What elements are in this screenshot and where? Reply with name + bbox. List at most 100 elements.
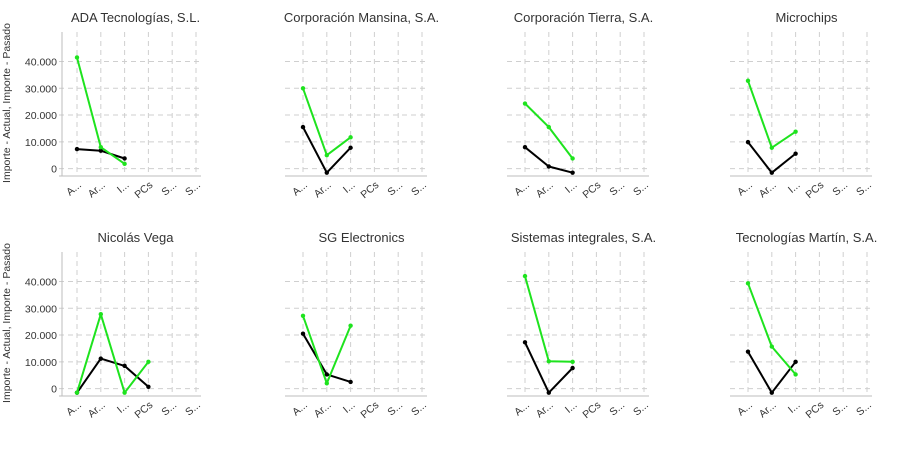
x-tick-label: S... [183, 179, 203, 198]
x-tick-label: S... [159, 179, 179, 198]
data-point [300, 124, 306, 130]
y-tick-label: 20.000 [25, 330, 57, 342]
panel-title: Tecnologías Martín, S.A. [736, 230, 878, 245]
data-point [745, 281, 751, 286]
panel-title: Corporación Mansina, S.A. [284, 10, 439, 25]
x-tick-label: PCs [132, 179, 155, 201]
x-tick-label: A... [290, 399, 310, 418]
x-tick-label: Ar... [534, 399, 556, 420]
x-tick-label: S... [159, 399, 179, 418]
data-point [769, 344, 774, 349]
x-tick-label: A... [735, 179, 755, 198]
data-point [570, 359, 575, 365]
x-tick-label: I... [786, 179, 803, 196]
x-tick-label: S... [409, 179, 429, 198]
data-point [522, 101, 528, 106]
data-point [146, 384, 151, 389]
data-point [300, 86, 306, 91]
data-point [348, 379, 353, 385]
y-tick-label: 0 [51, 384, 57, 396]
data-point [98, 145, 104, 150]
y-tick-label: 20.000 [25, 110, 57, 122]
x-tick-label: S... [830, 399, 850, 418]
x-tick-label: Ar... [86, 399, 108, 420]
data-point [98, 356, 104, 361]
x-tick-label: S... [854, 399, 874, 418]
x-tick-label: I... [341, 179, 358, 196]
x-tick-label: A... [735, 399, 755, 418]
data-point [348, 145, 353, 150]
data-point [745, 78, 751, 83]
data-point [122, 390, 127, 395]
x-tick-label: PCs [358, 399, 381, 421]
data-point [546, 390, 551, 395]
y-tick-label: 40.000 [25, 276, 57, 288]
y-tick-label: 40.000 [25, 56, 57, 68]
panel-title: Nicolás Vega [98, 230, 175, 245]
data-point [793, 359, 798, 365]
data-point [793, 129, 798, 134]
panel-title: Sistemas integrales, S.A. [511, 230, 656, 245]
data-point [522, 340, 528, 345]
x-tick-label: PCs [358, 179, 381, 201]
x-tick-label: S... [183, 399, 203, 418]
y-tick-label: 10.000 [25, 357, 57, 369]
data-point [769, 145, 774, 150]
x-tick-label: A... [64, 399, 84, 418]
x-tick-label: S... [607, 179, 627, 198]
data-point [122, 156, 127, 161]
data-point [74, 146, 80, 152]
data-point [522, 273, 528, 279]
data-point [570, 170, 575, 175]
x-tick-label: PCs [580, 179, 603, 201]
x-tick-label: PCs [132, 399, 155, 421]
data-point [300, 313, 306, 318]
data-point [348, 323, 353, 328]
data-point [570, 156, 575, 161]
x-tick-label: A... [512, 179, 532, 198]
data-point [546, 164, 551, 169]
y-axis-title: Importe - Actual, Importe - Pasado [1, 23, 13, 183]
y-axis-title: Importe - Actual, Importe - Pasado [1, 243, 13, 403]
x-tick-label: S... [631, 179, 651, 198]
data-point [522, 145, 528, 150]
y-tick-label: 30.000 [25, 83, 57, 95]
x-tick-label: Ar... [312, 179, 334, 200]
data-point [745, 349, 751, 354]
data-point [546, 359, 551, 364]
x-tick-label: S... [385, 179, 405, 198]
data-point [348, 135, 353, 140]
x-tick-label: I... [115, 399, 132, 416]
data-point [74, 55, 80, 60]
series-line [76, 313, 150, 394]
x-tick-label: S... [830, 179, 850, 198]
x-tick-label: S... [854, 179, 874, 198]
data-point [570, 365, 575, 371]
x-tick-label: Ar... [86, 179, 108, 200]
series-line [524, 341, 574, 394]
y-tick-label: 0 [51, 164, 57, 176]
x-tick-label: A... [64, 179, 84, 198]
x-tick-label: I... [786, 399, 803, 416]
x-tick-label: I... [115, 179, 132, 196]
y-tick-label: 30.000 [25, 303, 57, 315]
x-tick-label: Ar... [312, 399, 334, 420]
x-tick-label: PCs [803, 399, 826, 421]
data-point [74, 390, 80, 395]
data-point [324, 170, 329, 175]
x-tick-label: Ar... [757, 399, 779, 420]
data-point [122, 161, 127, 167]
panel-title: ADA Tecnologías, S.L. [71, 10, 200, 25]
data-point [793, 372, 798, 377]
data-point [793, 151, 798, 156]
data-point [98, 148, 104, 153]
x-tick-label: S... [385, 399, 405, 418]
data-point [769, 390, 774, 395]
panel-title: SG Electronics [319, 230, 405, 245]
y-tick-label: 10.000 [25, 137, 57, 149]
data-point [324, 153, 329, 158]
x-tick-label: I... [341, 399, 358, 416]
data-point [146, 359, 151, 365]
